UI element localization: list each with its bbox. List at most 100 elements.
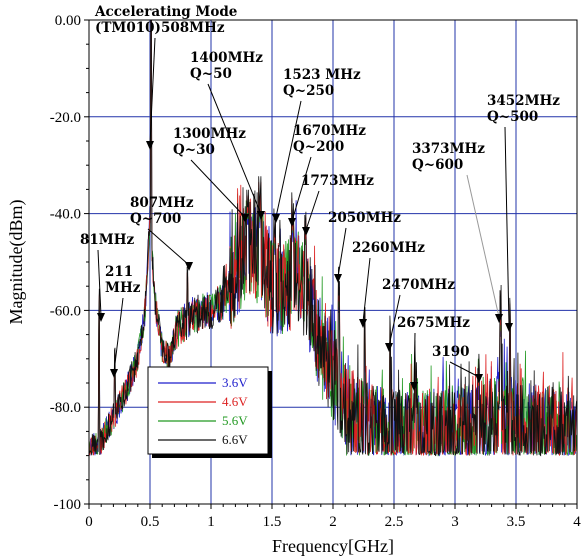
annotation-arrowhead <box>475 374 483 383</box>
y-tick-label: -60.0 <box>50 303 81 319</box>
annotation-arrowhead <box>241 214 249 223</box>
annotation-text: Accelerating Mode <box>94 4 237 20</box>
annotation-text: 211 <box>105 264 133 280</box>
legend: 3.6V 4.6V 5.6V 6.6V <box>147 366 272 458</box>
y-axis-label: Magnitude(dBm) <box>6 200 27 325</box>
x-tick-label: 4 <box>573 514 581 530</box>
series-line-6.6V <box>88 19 578 457</box>
annotation-arrowhead <box>302 227 310 236</box>
axis-ticks: 0 0.5 1 1.5 2 2.5 3 3.5 4 0.00 -20.0 -40.0 -60.0 -80.… <box>50 13 582 530</box>
annotation-text: Q~50 <box>190 66 232 82</box>
annotation-text: 3452MHz <box>487 93 560 109</box>
annotation-text: 81MHz <box>80 232 134 248</box>
annotation-text: Q~200 <box>293 139 344 155</box>
annotation-text: Q~600 <box>412 157 463 173</box>
annotation-arrowhead <box>146 141 154 150</box>
annotation: 2470MHz <box>382 277 455 352</box>
x-tick-label: 0 <box>85 514 93 530</box>
annotation-arrowhead <box>410 382 418 391</box>
annotation-text: MHz <box>105 280 141 296</box>
annotation-arrow-line <box>504 126 510 327</box>
x-tick-label: 2.5 <box>385 514 404 530</box>
annotation-text: 1400MHz <box>190 50 263 66</box>
y-tick-label: -100 <box>54 497 82 513</box>
legend-label-3.6V: 3.6V <box>222 375 248 390</box>
annotation-text: 2675MHz <box>397 315 470 331</box>
series-traces <box>88 19 578 457</box>
x-tick-label: 3 <box>451 514 459 530</box>
annotation-arrow-line <box>291 156 312 222</box>
legend-label-5.6V: 5.6V <box>222 413 248 428</box>
annotation-arrow-line <box>337 227 347 278</box>
x-tick-label: 1 <box>207 514 215 530</box>
x-axis-label: Frequency[GHz] <box>272 536 394 556</box>
annotation-arrowhead <box>257 211 265 220</box>
annotation: 2675MHz <box>397 315 470 391</box>
annotation: 1773MHz <box>301 173 374 236</box>
annotation-arrowhead <box>272 214 280 223</box>
legend-label-4.6V: 4.6V <box>222 394 248 409</box>
x-tick-label: 0.5 <box>141 514 160 530</box>
annotation: 2050MHz <box>328 210 401 283</box>
annotation-text: 807MHz <box>130 195 194 211</box>
annotation-text: 3373MHz <box>412 141 485 157</box>
annotation-text: 2260MHz <box>352 240 425 256</box>
annotation-arrow-line <box>97 249 102 317</box>
annotation-arrow-line <box>362 257 371 323</box>
y-tick-label: -40.0 <box>50 207 81 223</box>
annotation-arrow-line <box>305 190 320 231</box>
annotation-arrowhead <box>505 323 513 332</box>
annotation-text: 2470MHz <box>382 277 455 293</box>
annotation: 2260MHz <box>352 240 425 328</box>
annotation-text: 1670MHz <box>293 123 366 139</box>
y-tick-label: 0.00 <box>55 13 81 29</box>
legend-label-6.6V: 6.6V <box>222 432 248 447</box>
annotation: Accelerating Mode(TM010)508MHz <box>94 4 237 150</box>
x-tick-label: 2 <box>329 514 337 530</box>
annotation-text: Q~250 <box>283 83 334 99</box>
annotation-arrow-line <box>466 174 500 318</box>
annotation-arrowhead <box>185 262 193 271</box>
annotation-text: 2050MHz <box>328 210 401 226</box>
y-tick-label: -80.0 <box>50 400 81 416</box>
x-tick-label: 1.5 <box>263 514 282 530</box>
annotation-arrow-line <box>147 228 190 266</box>
annotation-text: 1773MHz <box>301 173 374 189</box>
annotation-arrowhead <box>97 313 105 322</box>
legend-box <box>147 366 269 455</box>
annotation-text: 1523 MHz <box>283 67 361 83</box>
annotation-text: (TM010)508MHz <box>95 20 225 36</box>
peak-annotations: Accelerating Mode(TM010)508MHz1400MHzQ~5… <box>80 4 560 391</box>
annotation-arrow-line <box>149 37 156 145</box>
annotation-text: Q~500 <box>487 109 538 125</box>
series-line-5.6V <box>88 19 578 457</box>
annotation: 81MHz <box>80 232 134 322</box>
annotation-text: Q~700 <box>130 211 181 227</box>
annotation-arrow-line <box>388 294 401 347</box>
annotation-arrowhead <box>385 343 393 352</box>
annotation-text: 3190 <box>432 344 470 360</box>
annotation: 3190 <box>432 344 483 383</box>
annotation-arrow-line <box>113 297 124 373</box>
annotation-arrowhead <box>334 274 342 283</box>
annotation-arrowhead <box>288 218 296 227</box>
x-tick-label: 3.5 <box>507 514 526 530</box>
annotation-text: Q~30 <box>173 142 215 158</box>
annotation-text: 1300MHz <box>173 126 246 142</box>
annotation-arrow-line <box>190 159 246 218</box>
annotation-arrow-line <box>207 83 262 215</box>
y-tick-label: -20.0 <box>50 110 81 126</box>
annotation-arrow-line <box>413 332 416 386</box>
annotation-arrowhead <box>110 369 118 378</box>
annotation-arrow-line <box>275 100 302 218</box>
annotation-arrow-line <box>449 361 480 378</box>
